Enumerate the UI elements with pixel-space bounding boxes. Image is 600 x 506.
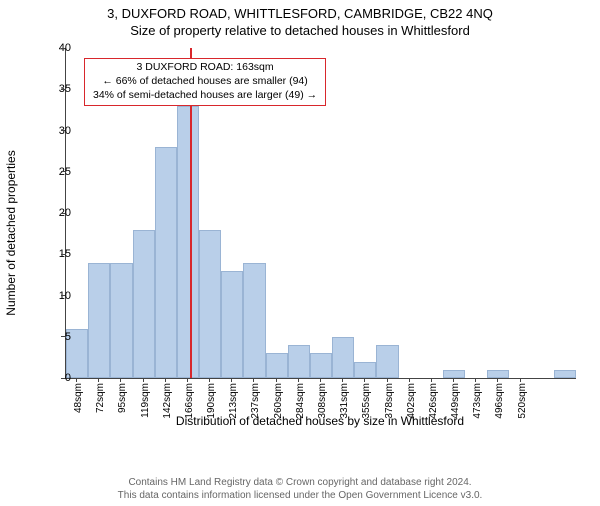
- y-tick-label: 30: [41, 125, 71, 137]
- x-tick-mark: [298, 378, 299, 382]
- y-tick-label: 25: [41, 166, 71, 178]
- x-tick-label: 260sqm: [273, 383, 284, 419]
- y-tick-mark: [61, 171, 65, 172]
- x-tick-label: 496sqm: [494, 383, 505, 419]
- y-tick-mark: [61, 89, 65, 90]
- x-tick-label: 355sqm: [361, 383, 372, 419]
- x-tick-label: 237sqm: [250, 383, 261, 419]
- histogram-bar: [310, 353, 332, 378]
- x-tick-mark: [431, 378, 432, 382]
- histogram-bar: [199, 230, 221, 379]
- x-tick-label: 449sqm: [450, 383, 461, 419]
- x-tick-label: 166sqm: [184, 383, 195, 419]
- x-tick-label: 473sqm: [472, 383, 483, 419]
- histogram-bar: [487, 370, 509, 378]
- histogram-bar: [221, 271, 243, 378]
- x-tick-label: 284sqm: [295, 383, 306, 419]
- histogram-bar: [177, 106, 199, 378]
- footer-line-2: This data contains information licensed …: [0, 489, 600, 502]
- y-tick-label: 10: [41, 290, 71, 302]
- x-tick-mark: [475, 378, 476, 382]
- x-tick-mark: [165, 378, 166, 382]
- x-tick-mark: [187, 378, 188, 382]
- y-axis-label: Number of detached properties: [4, 150, 18, 315]
- x-tick-label: 95sqm: [117, 383, 128, 413]
- x-tick-label: 213sqm: [228, 383, 239, 419]
- histogram-bar: [110, 263, 132, 379]
- x-tick-mark: [320, 378, 321, 382]
- x-tick-label: 308sqm: [317, 383, 328, 419]
- footer: Contains HM Land Registry data © Crown c…: [0, 476, 600, 502]
- histogram-bar: [376, 345, 398, 378]
- y-tick-mark: [61, 213, 65, 214]
- callout-line-1: 3 DUXFORD ROAD: 163sqm: [93, 60, 317, 74]
- histogram-bar: [243, 263, 265, 379]
- x-tick-mark: [276, 378, 277, 382]
- histogram-bar: [88, 263, 110, 379]
- y-tick-mark: [61, 378, 65, 379]
- callout-line-3: 34% of semi-detached houses are larger (…: [93, 88, 317, 102]
- x-tick-mark: [520, 378, 521, 382]
- histogram-bar: [354, 362, 376, 379]
- x-tick-mark: [120, 378, 121, 382]
- x-tick-label: 402sqm: [406, 383, 417, 419]
- x-tick-mark: [409, 378, 410, 382]
- histogram-bar: [133, 230, 155, 379]
- x-tick-label: 142sqm: [162, 383, 173, 419]
- histogram-bar: [155, 147, 177, 378]
- y-tick-label: 35: [41, 83, 71, 95]
- y-tick-mark: [61, 336, 65, 337]
- y-tick-label: 5: [41, 331, 71, 343]
- x-tick-label: 190sqm: [206, 383, 217, 419]
- histogram-bar: [554, 370, 576, 378]
- x-tick-mark: [342, 378, 343, 382]
- y-tick-mark: [61, 48, 65, 49]
- x-tick-mark: [143, 378, 144, 382]
- x-tick-label: 72sqm: [95, 383, 106, 413]
- x-tick-mark: [453, 378, 454, 382]
- x-tick-mark: [209, 378, 210, 382]
- x-tick-label: 426sqm: [428, 383, 439, 419]
- x-tick-label: 331sqm: [339, 383, 350, 419]
- x-tick-mark: [76, 378, 77, 382]
- address-title: 3, DUXFORD ROAD, WHITTLESFORD, CAMBRIDGE…: [0, 6, 600, 21]
- histogram-bar: [288, 345, 310, 378]
- x-tick-mark: [253, 378, 254, 382]
- footer-line-1: Contains HM Land Registry data © Crown c…: [0, 476, 600, 489]
- histogram-bar: [443, 370, 465, 378]
- x-tick-mark: [231, 378, 232, 382]
- callout-line-2: ← 66% of detached houses are smaller (94…: [93, 74, 317, 88]
- x-tick-label: 119sqm: [140, 383, 151, 418]
- x-tick-mark: [497, 378, 498, 382]
- histogram-bar: [332, 337, 354, 378]
- histogram-bar: [266, 353, 288, 378]
- chart-container: Number of detached properties 3 DUXFORD …: [55, 48, 585, 418]
- y-tick-mark: [61, 130, 65, 131]
- y-tick-label: 20: [41, 207, 71, 219]
- x-tick-label: 378sqm: [384, 383, 395, 419]
- x-tick-mark: [364, 378, 365, 382]
- x-tick-label: 48sqm: [73, 383, 84, 413]
- x-tick-mark: [387, 378, 388, 382]
- x-tick-label: 520sqm: [517, 383, 528, 419]
- y-tick-label: 40: [41, 42, 71, 54]
- callout-box: 3 DUXFORD ROAD: 163sqm ← 66% of detached…: [84, 58, 326, 106]
- y-tick-label: 0: [41, 372, 71, 384]
- x-tick-mark: [98, 378, 99, 382]
- y-tick-mark: [61, 295, 65, 296]
- chart-subtitle: Size of property relative to detached ho…: [0, 23, 600, 38]
- plot-area: 3 DUXFORD ROAD: 163sqm ← 66% of detached…: [65, 48, 576, 379]
- y-tick-label: 15: [41, 248, 71, 260]
- y-tick-mark: [61, 254, 65, 255]
